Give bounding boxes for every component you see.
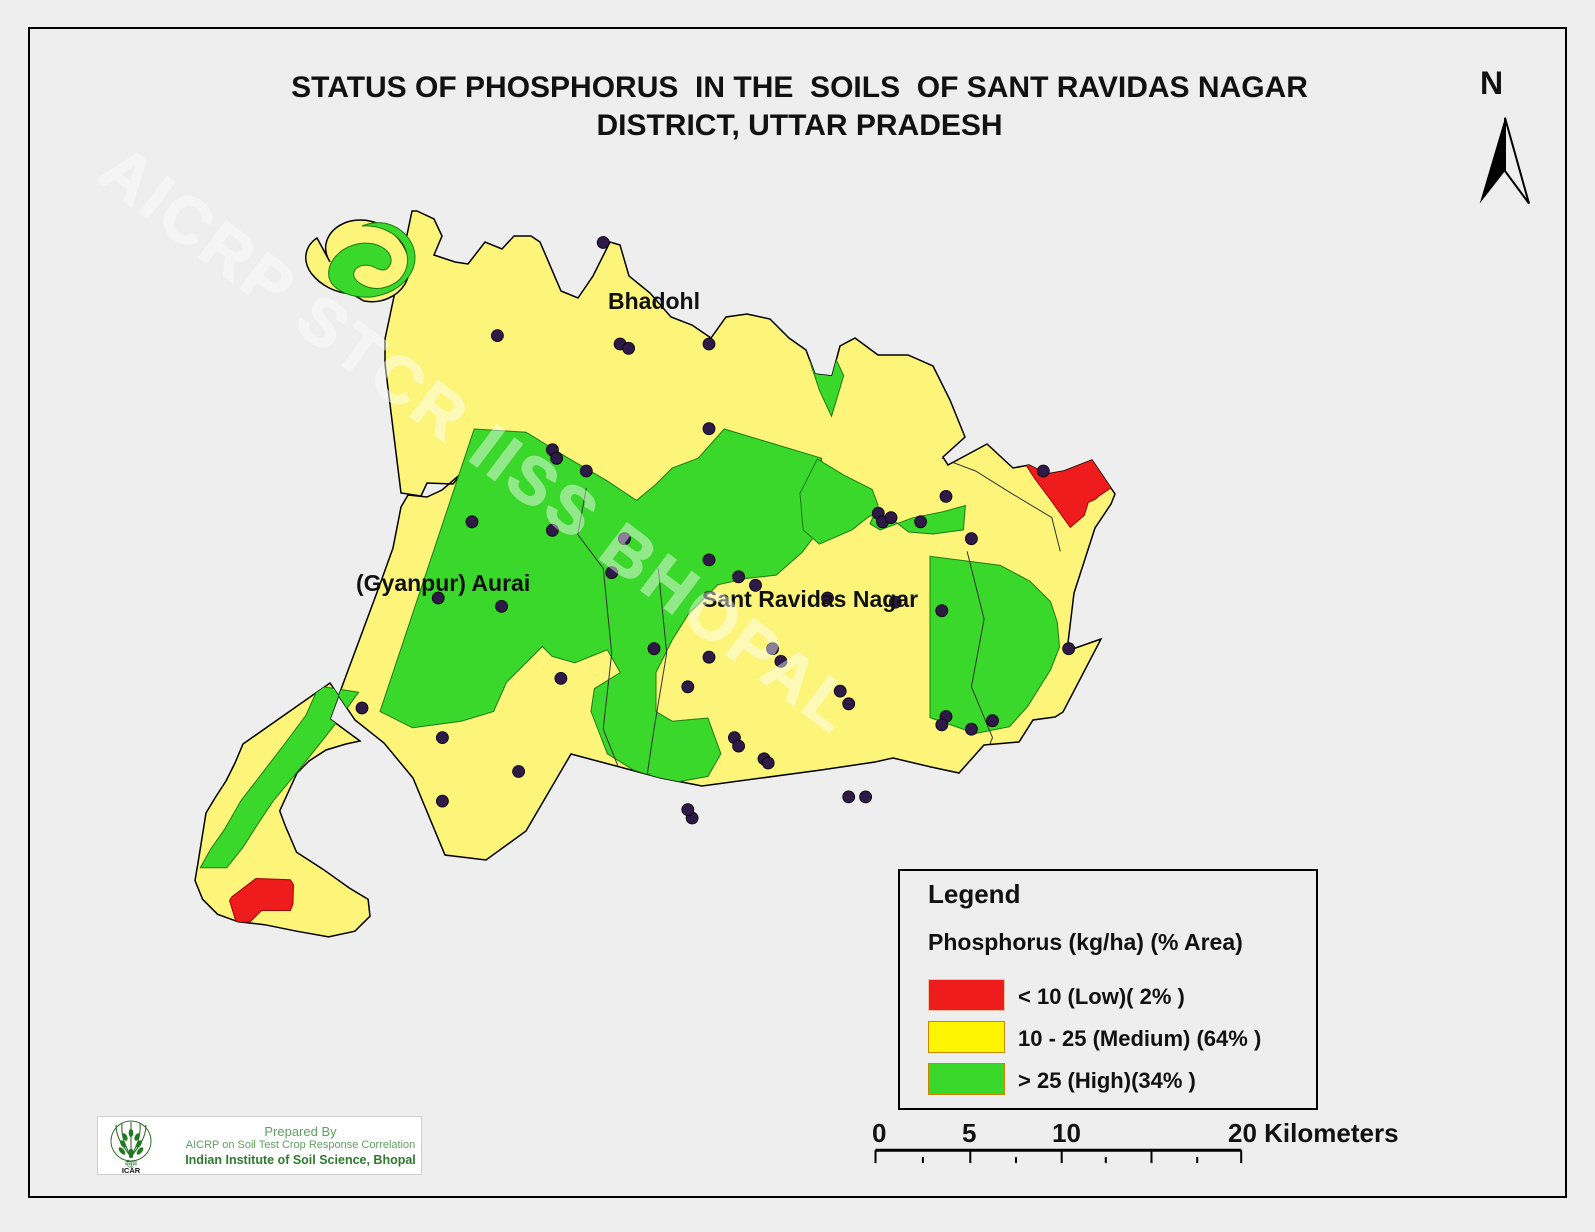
svg-text:ICAR: ICAR (122, 1166, 141, 1174)
svg-text:5: 5 (962, 1118, 976, 1148)
svg-text:0: 0 (872, 1118, 886, 1148)
svg-text:Bhadohl: Bhadohl (608, 288, 700, 314)
svg-text:20 Kilometers: 20 Kilometers (1228, 1118, 1399, 1148)
svg-text:(Gyanpur) Aurai: (Gyanpur) Aurai (356, 570, 530, 596)
svg-text:10: 10 (1052, 1118, 1081, 1148)
svg-text:N: N (1480, 65, 1503, 101)
